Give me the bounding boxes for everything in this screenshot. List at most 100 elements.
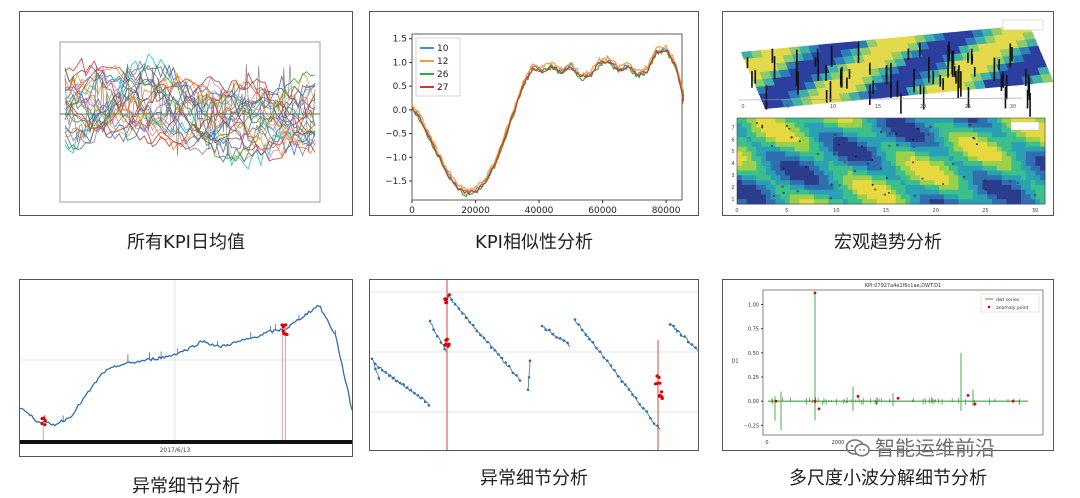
contour-cell [852, 199, 858, 205]
surface-cell [1015, 39, 1029, 49]
surface-cell [993, 34, 1007, 44]
contour-cell [756, 151, 762, 157]
contour-cell [1030, 151, 1036, 157]
date-label: 2017/6/13 [160, 447, 191, 454]
contour-cell [963, 141, 969, 148]
contour-cell [751, 118, 757, 124]
surface-cell [837, 42, 850, 51]
contour-cell [770, 175, 776, 181]
contour-cell [765, 122, 772, 129]
kpi-line [20, 304, 352, 427]
contour-cell [823, 137, 829, 143]
contour-point [888, 191, 890, 194]
contour-cell [770, 165, 776, 172]
contour-cell [943, 151, 950, 157]
contour-cell [746, 122, 752, 129]
chart-kpi-daily-means [19, 11, 353, 216]
contour-cell [862, 118, 868, 124]
contour-cell [871, 161, 878, 167]
contour-cell [737, 132, 743, 138]
contour-cell [905, 165, 911, 172]
contour-cell [1006, 156, 1012, 162]
contour-cell [1040, 122, 1046, 129]
contour-cell [900, 118, 906, 124]
contour-point [942, 183, 944, 185]
contour-cell [862, 194, 868, 200]
contour-cell [780, 180, 786, 186]
surface-cell [932, 54, 946, 64]
contour-cell [924, 165, 930, 172]
contour-cell [910, 141, 916, 148]
contour-point [816, 152, 819, 155]
contour-cell [1035, 156, 1041, 162]
contour-cell [915, 146, 921, 152]
contour-cell [741, 170, 748, 176]
contour-cell [818, 156, 825, 162]
contour-cell [862, 137, 868, 143]
contour-cell [761, 165, 767, 172]
surface-cell [964, 37, 978, 47]
contour-cell [1035, 151, 1041, 157]
contour-cell [977, 189, 983, 195]
contour-cell [982, 137, 988, 143]
contour-cell [789, 199, 796, 205]
contour-cell [789, 165, 796, 172]
contour-cell [852, 122, 858, 129]
contour-cell [751, 161, 757, 167]
contour-point [896, 143, 899, 146]
contour-cell [968, 175, 974, 181]
surface-cell [782, 54, 796, 64]
contour-cell [958, 141, 964, 148]
contour-cell [900, 141, 906, 148]
contour-cell [1035, 180, 1041, 186]
contour-cell [866, 137, 873, 143]
contour-cell [1006, 151, 1012, 157]
surface-x-label: 15 [875, 104, 881, 110]
contour-cell [982, 156, 988, 162]
contour-cell [1006, 122, 1012, 129]
contour-cell [828, 194, 834, 200]
surface-cell [909, 71, 923, 81]
contour-cell [828, 151, 834, 157]
contour-cell [982, 199, 988, 205]
contour-cell [996, 137, 1003, 143]
contour-cell [761, 146, 767, 152]
contour-cell [1035, 137, 1041, 143]
contour-cell [799, 122, 805, 129]
surface-cell [983, 57, 997, 67]
contour-cell [765, 180, 772, 186]
contour-cell [963, 170, 969, 176]
contour-point [782, 191, 785, 194]
contour-cell [862, 161, 868, 167]
contour-cell [823, 170, 829, 176]
contour-cell [924, 194, 930, 200]
surface-cell [792, 53, 805, 63]
contour-cell [770, 132, 776, 138]
contour-cell [891, 137, 897, 143]
contour-cell [1006, 132, 1012, 138]
sawtooth-segment [541, 325, 571, 348]
contour-cell [838, 199, 844, 205]
surface-cell [878, 45, 892, 55]
contour-cell [751, 170, 757, 176]
contour-cell [900, 189, 906, 195]
contour-cell [761, 137, 767, 143]
contour-cell [741, 189, 748, 195]
contour-cell [780, 127, 786, 133]
plot-frame [59, 41, 321, 203]
contour-cell [785, 151, 791, 157]
contour-cell [828, 118, 834, 124]
contour-point [1016, 181, 1019, 184]
contour-cell [934, 194, 940, 200]
contour-cell [852, 165, 858, 172]
contour-cell [756, 161, 762, 167]
contour-cell [842, 180, 849, 186]
contour-cell [1030, 189, 1036, 195]
surface-cell [906, 64, 920, 74]
contour-cell [799, 199, 805, 205]
contour-cell [929, 127, 935, 133]
surface-cell [760, 49, 774, 59]
contour-cell [847, 184, 853, 191]
contour-cell [963, 194, 969, 200]
contour-cell [900, 170, 906, 176]
